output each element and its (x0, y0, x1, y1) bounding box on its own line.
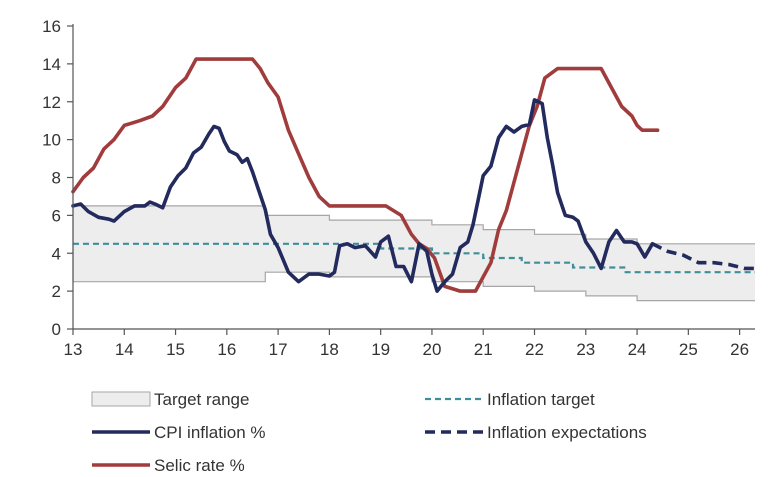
x-tick-label: 15 (166, 340, 185, 359)
legend-item-inflation-target: Inflation target (425, 390, 595, 409)
series-inflation-target (73, 242, 755, 274)
x-tick-label: 13 (64, 340, 83, 359)
y-tick-label: 4 (52, 244, 61, 263)
y-tick-label: 6 (52, 206, 61, 225)
x-tick-label: 23 (576, 340, 595, 359)
y-tick-label: 0 (52, 320, 61, 339)
x-tick-label: 25 (679, 340, 698, 359)
legend-label: Target range (154, 390, 249, 409)
legend: Target range Inflation target CPI inflatio… (91, 390, 647, 475)
y-tick-label: 2 (52, 282, 61, 301)
x-tick-label: 24 (628, 340, 647, 359)
legend-item-selic-rate: Selic rate % (92, 456, 245, 475)
series-selic-rate (71, 57, 660, 293)
x-tick-label: 19 (371, 340, 390, 359)
legend-swatch-band (91, 391, 151, 407)
y-tick-label: 8 (52, 169, 61, 188)
plot-area (71, 57, 755, 302)
y-tick-label: 12 (42, 93, 61, 112)
series-target-range-lower (73, 271, 755, 302)
x-tick-label: 18 (320, 340, 339, 359)
series-target-range-upper (73, 205, 755, 245)
y-tick-label: 16 (42, 17, 61, 36)
x-tick-label: 14 (115, 340, 134, 359)
y-tick-label: 14 (42, 55, 61, 74)
legend-item-inflation-expectations: Inflation expectations (425, 423, 647, 442)
legend-label: Selic rate % (154, 456, 245, 475)
x-tick-label: 21 (474, 340, 493, 359)
legend-item-target-range: Target range (91, 390, 249, 409)
legend-label: CPI inflation % (154, 423, 266, 442)
legend-label: Inflation target (487, 390, 595, 409)
legend-item-cpi-inflation: CPI inflation % (92, 423, 266, 442)
series-cpi-inflation (71, 98, 655, 293)
x-tick-label: 22 (525, 340, 544, 359)
legend-label: Inflation expectations (487, 423, 647, 442)
x-tick-label: 26 (730, 340, 749, 359)
series-inflation-expectations (651, 242, 755, 271)
y-tick-label: 10 (42, 131, 61, 150)
x-tick-label: 17 (269, 340, 288, 359)
x-tick-label: 16 (217, 340, 236, 359)
series-target-range-fill (73, 205, 755, 301)
x-tick-label: 20 (422, 340, 441, 359)
